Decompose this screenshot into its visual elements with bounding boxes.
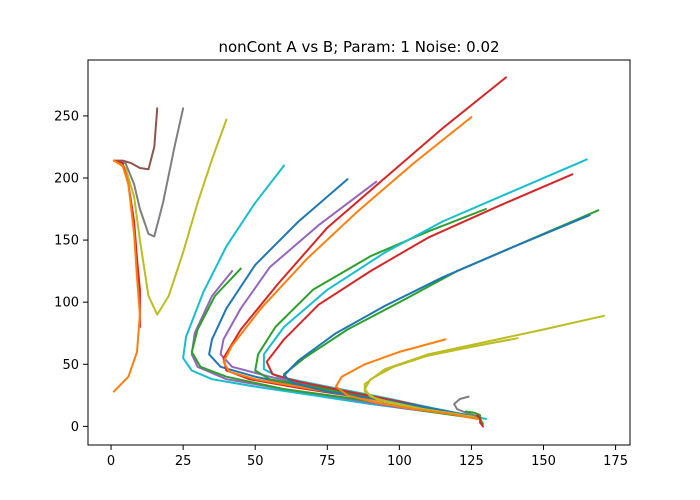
series-line-20 [334,338,479,420]
series-line-4 [112,159,141,328]
series-line-11 [222,76,507,420]
x-tick-label: 75 [319,454,336,469]
x-axis: 0 25 50 75 100 125 150 175 [107,445,628,469]
chart-title: nonCont A vs B; Param: 1 Noise: 0.02 [218,38,499,56]
series-line-18 [363,314,606,420]
series-line-23 [476,414,484,428]
y-axis: 0 50 100 150 200 250 [54,109,88,435]
x-tick-label: 25 [175,454,192,469]
series-line-3 [112,118,228,316]
y-tick-label: 50 [62,358,79,373]
y-tick-label: 0 [71,420,79,435]
series-line-1 [112,107,159,171]
series-line-5 [112,159,141,393]
x-tick-label: 0 [107,454,115,469]
x-tick-label: 125 [459,454,484,469]
series-line-15 [265,173,574,419]
series-line-6 [182,164,487,420]
x-tick-label: 100 [387,454,412,469]
y-tick-label: 200 [54,171,79,186]
x-tick-label: 150 [531,454,556,469]
x-tick-label: 175 [603,454,628,469]
plot-lines [112,76,606,428]
y-tick-label: 250 [54,109,79,124]
series-line-8 [190,267,482,420]
series-line-2 [112,107,185,238]
series-line-21 [453,395,482,419]
axes-frame [87,59,631,446]
series-line-19 [363,337,519,420]
y-tick-label: 150 [54,234,79,249]
y-tick-label: 100 [54,296,79,311]
x-tick-label: 50 [247,454,264,469]
